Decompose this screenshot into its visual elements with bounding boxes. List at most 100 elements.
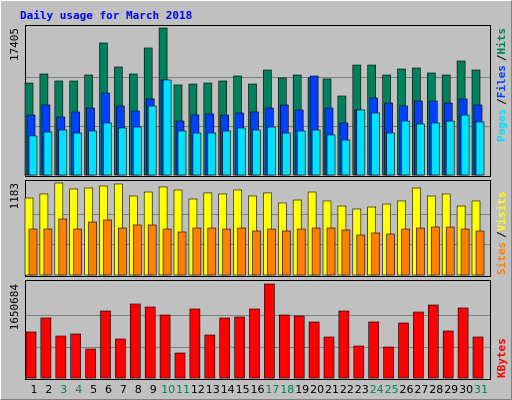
bar — [457, 307, 469, 379]
bar — [88, 221, 97, 276]
bar — [118, 127, 127, 176]
bar — [264, 283, 275, 379]
bar — [401, 228, 410, 276]
bar — [147, 224, 157, 276]
bar — [341, 229, 351, 276]
bar — [219, 317, 230, 379]
bar — [413, 311, 424, 379]
bar — [192, 132, 202, 176]
x-tick-label: 17 — [265, 383, 279, 396]
x-tick-label: 16 — [251, 383, 265, 396]
x-tick-label: 26 — [400, 383, 414, 396]
x-tick-label: 15 — [236, 383, 250, 396]
bar — [308, 321, 320, 379]
x-tick-label: 11 — [176, 383, 190, 396]
bar — [445, 226, 455, 276]
x-tick-label: 8 — [135, 383, 142, 396]
bar — [174, 352, 186, 379]
bar — [326, 134, 336, 176]
bar — [222, 130, 231, 176]
legend-entry: KBytes — [495, 338, 508, 378]
x-tick-label: 12 — [191, 383, 205, 396]
bar — [130, 303, 141, 379]
x-tick-label: 6 — [105, 383, 112, 396]
bar — [353, 345, 365, 379]
legend-entry: Files — [495, 65, 508, 98]
bar — [281, 132, 291, 176]
bar — [252, 230, 261, 276]
legend-separator: / — [495, 54, 508, 61]
bar — [115, 338, 126, 379]
bar — [70, 333, 81, 379]
bar — [73, 228, 82, 276]
bar — [430, 122, 440, 176]
bar — [43, 228, 53, 276]
x-tick-label: 13 — [206, 383, 220, 396]
x-tick-label: 28 — [429, 383, 443, 396]
bar — [133, 126, 142, 176]
bar — [177, 130, 187, 176]
chart-title: Daily usage for March 2018 — [20, 9, 192, 22]
bar — [25, 331, 37, 379]
bar — [296, 228, 306, 276]
bar — [427, 304, 439, 379]
bar — [144, 306, 156, 379]
bar — [356, 109, 366, 176]
x-tick-label: 18 — [280, 383, 294, 396]
bar — [237, 127, 246, 176]
x-tick-label: 25 — [385, 383, 399, 396]
legend: KBytes — [495, 338, 508, 378]
bar — [386, 132, 395, 176]
y-tick-label: 1650684 — [8, 284, 21, 331]
bar — [430, 226, 440, 276]
bar — [326, 227, 336, 276]
bar — [162, 228, 172, 276]
x-tick-label: 31 — [474, 383, 488, 396]
bar — [267, 228, 276, 276]
x-tick-label: 7 — [120, 383, 127, 396]
bar — [296, 130, 306, 176]
x-tick-label: 9 — [150, 383, 157, 396]
bar — [40, 317, 52, 379]
bar — [460, 228, 470, 276]
x-tick-label: 19 — [295, 383, 309, 396]
bar — [323, 336, 335, 379]
bar — [159, 314, 171, 379]
x-tick-label: 24 — [370, 383, 384, 396]
legend-entry: Pages — [495, 109, 508, 142]
bar — [58, 129, 68, 176]
x-tick-label: 10 — [161, 383, 175, 396]
bar — [356, 234, 366, 276]
bar — [445, 120, 455, 176]
legend-entry: Sites — [495, 242, 508, 275]
x-tick-label: 4 — [75, 383, 82, 396]
bar — [341, 139, 351, 176]
bar — [177, 231, 187, 276]
x-tick-label: 29 — [444, 383, 458, 396]
legend: Sites /Visits — [495, 192, 508, 276]
bar — [189, 308, 201, 379]
x-tick-label: 3 — [60, 383, 67, 396]
bar — [133, 224, 142, 276]
legend-entry: Visits — [495, 192, 508, 232]
legend-separator: / — [495, 98, 508, 105]
bar — [249, 308, 260, 379]
bar — [371, 232, 381, 276]
bar — [416, 227, 425, 276]
bar — [311, 129, 321, 176]
bar — [338, 310, 350, 379]
bar — [192, 227, 202, 276]
bar — [28, 135, 38, 176]
x-tick-label: 22 — [340, 383, 354, 396]
bar — [58, 218, 68, 276]
bar — [401, 120, 410, 176]
x-tick-label: 14 — [221, 383, 235, 396]
x-tick-label: 2 — [45, 383, 52, 396]
bar — [398, 322, 409, 379]
bar — [55, 335, 67, 379]
bar — [311, 227, 321, 276]
bar — [472, 336, 484, 379]
bar — [267, 126, 276, 176]
bar — [28, 228, 38, 276]
x-tick-label: 23 — [355, 383, 369, 396]
